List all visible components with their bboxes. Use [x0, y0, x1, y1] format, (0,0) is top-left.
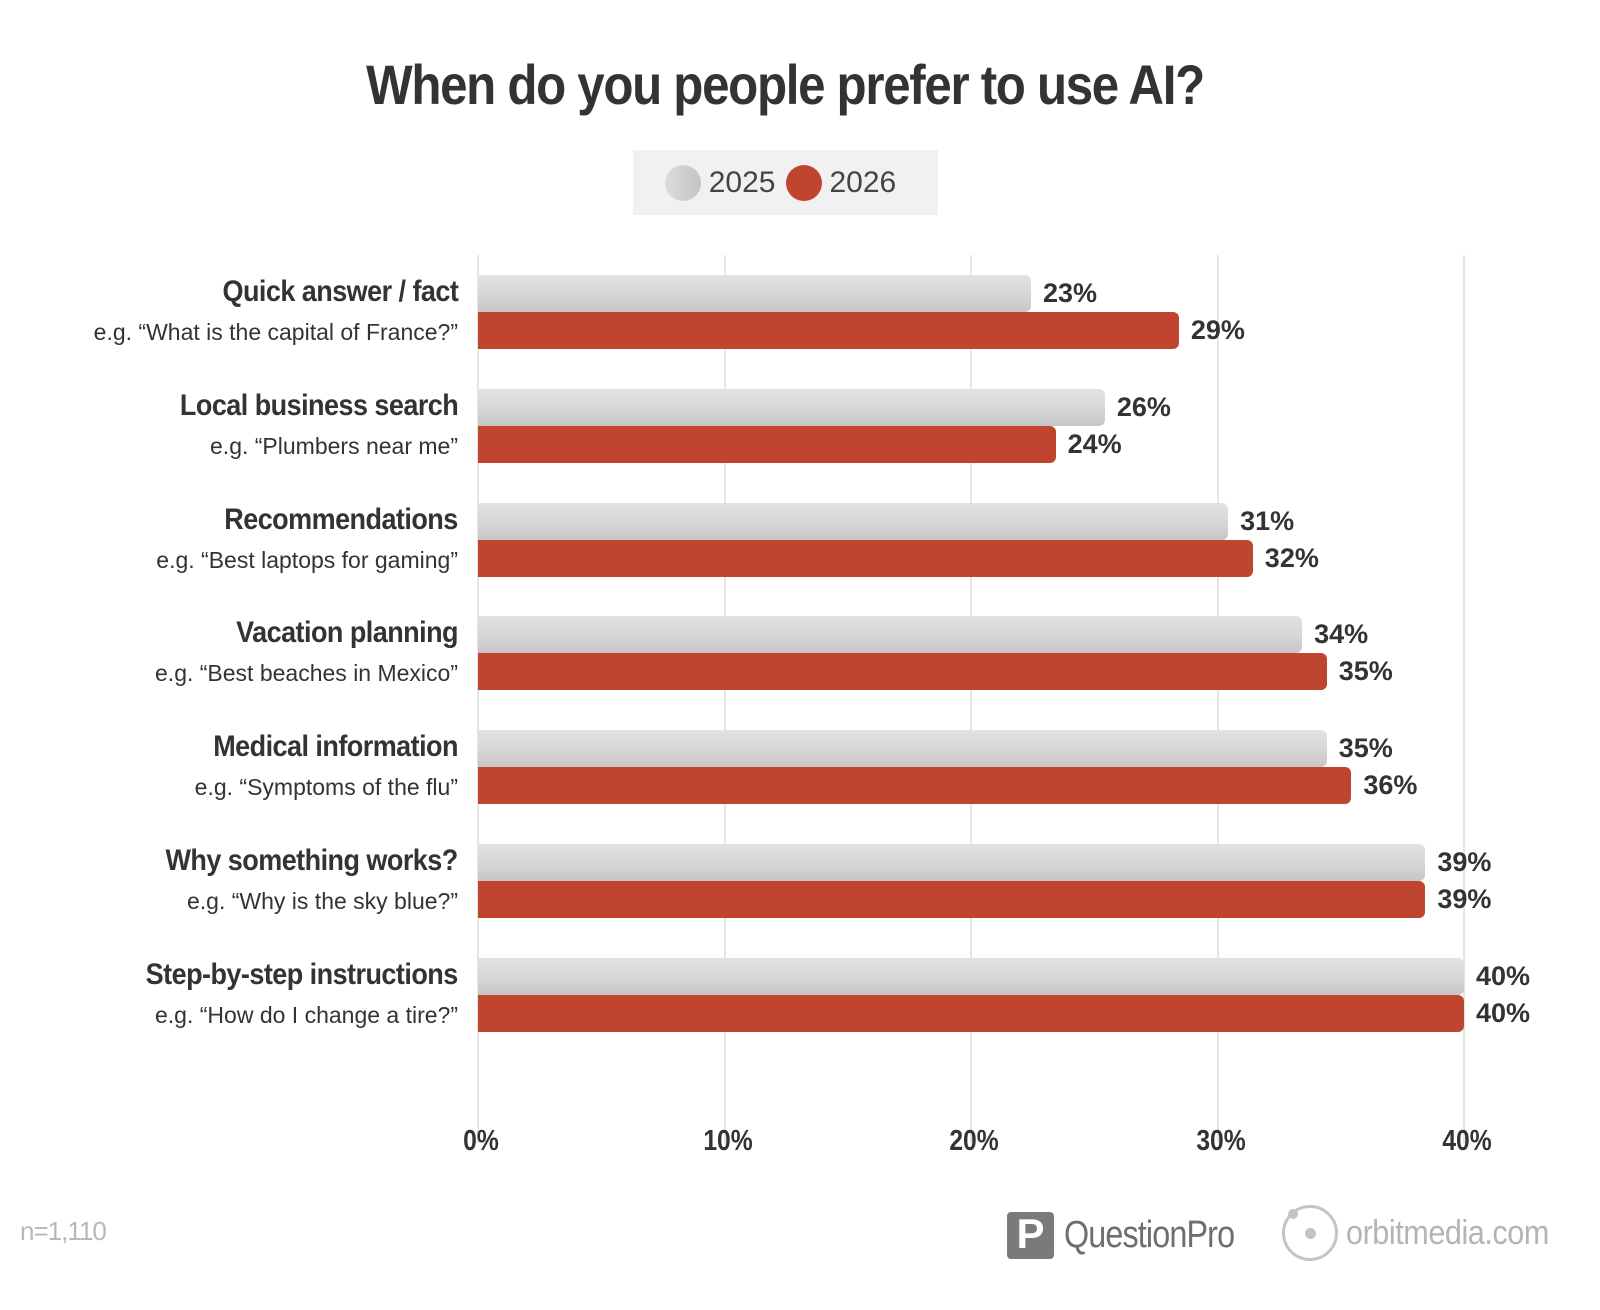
bar-2026[interactable] — [478, 881, 1426, 918]
x-tick-label: 10% — [702, 1125, 753, 1157]
bar-value-label-2025: 40% — [1476, 960, 1531, 991]
bar-value-label-2026: 24% — [1067, 428, 1122, 459]
orbit-icon — [1282, 1205, 1338, 1261]
category-title: Quick answer / fact — [222, 275, 458, 308]
bar-value-label-2026: 39% — [1437, 884, 1492, 914]
category-label: Medical information e.g. “Symptoms of the… — [186, 730, 459, 801]
bar-value-label-2026: 35% — [1338, 656, 1393, 687]
x-tick-label: 30% — [1195, 1125, 1246, 1157]
questionpro-wordmark: QuestionPro — [1064, 1214, 1235, 1256]
legend-item-2025[interactable]: 2025 — [664, 164, 776, 201]
sample-size-footnote: n=1,110 — [20, 1216, 107, 1246]
category-label: Local business search e.g. “Plumbers near… — [149, 388, 459, 460]
category-title: Local business search — [179, 388, 459, 422]
bar-value-label-2025: 31% — [1240, 505, 1295, 536]
category-title: Medical information — [213, 730, 458, 764]
legend-label-2026: 2026 — [829, 165, 897, 199]
bar-2026[interactable] — [478, 653, 1327, 691]
category-example: e.g. “Best beaches in Mexico” — [155, 660, 458, 687]
x-tick-label: 40% — [1442, 1125, 1492, 1157]
gridline — [1463, 255, 1465, 1143]
bar-value-label-2025: 39% — [1437, 847, 1492, 877]
bar-2026[interactable] — [478, 539, 1253, 577]
x-tick-label: 20% — [949, 1125, 999, 1157]
orbitmedia-logo: orbitmedia.com — [1282, 1205, 1571, 1261]
bar-value-label-2026: 29% — [1190, 315, 1245, 345]
bar-value-label-2026: 32% — [1264, 542, 1319, 573]
bar-2025[interactable] — [478, 502, 1229, 540]
category-example: e.g. “Why is the sky blue?” — [187, 888, 458, 914]
bar-2025[interactable] — [478, 844, 1426, 881]
questionpro-logo: P QuestionPro — [1007, 1210, 1264, 1259]
gridline — [723, 255, 726, 1143]
legend-swatch-2026-icon — [785, 164, 822, 201]
category-label: Why something works? e.g. “Why is the sky… — [133, 844, 459, 915]
legend-item-2026[interactable]: 2026 — [785, 164, 897, 201]
bar-2026[interactable] — [478, 312, 1179, 349]
bar-value-label-2025: 35% — [1338, 733, 1393, 764]
bar-2026[interactable] — [478, 425, 1056, 463]
category-label: Step-by-step instructions e.g. “How do I … — [111, 957, 459, 1029]
legend-label-2025: 2025 — [708, 165, 776, 199]
category-label: Recommendations e.g. “Best laptops for ga… — [156, 503, 458, 574]
category-example: e.g. “Plumbers near me” — [210, 432, 458, 459]
category-title: Vacation planning — [236, 616, 458, 650]
bar-value-label-2025: 26% — [1116, 391, 1171, 422]
category-example: e.g. “Best laptops for gaming” — [156, 546, 458, 573]
category-example: e.g. “What is the capital of France?” — [93, 319, 458, 345]
bar-value-label-2026: 40% — [1476, 997, 1531, 1028]
category-title: Why something works? — [165, 844, 459, 877]
legend: 2025 2026 — [633, 150, 938, 215]
plot-area: 23% 29% 26% 24% 31% 32% 34% 35% 35% 36% 39% 39% 40% 4… — [477, 255, 1530, 1143]
orbitmedia-wordmark: orbitmedia.com — [1346, 1213, 1549, 1252]
bar-2025[interactable] — [478, 616, 1303, 654]
gridline — [970, 255, 972, 1143]
x-tick-label: 0% — [463, 1125, 499, 1157]
bar-value-label-2025: 23% — [1042, 278, 1097, 308]
bar-value-label-2025: 34% — [1314, 619, 1369, 650]
bar-2025[interactable] — [478, 275, 1031, 312]
bar-2026[interactable] — [478, 994, 1464, 1032]
category-example: e.g. “Symptoms of the flu” — [194, 774, 458, 801]
bar-2026[interactable] — [478, 767, 1352, 805]
category-title: Recommendations — [224, 502, 459, 536]
category-example: e.g. “How do I change a tire?” — [155, 1001, 458, 1028]
category-label: Quick answer / fact e.g. “What is the cap… — [93, 275, 459, 346]
questionpro-icon: P — [1007, 1210, 1054, 1259]
gridline — [1216, 255, 1219, 1143]
bar-2025[interactable] — [478, 730, 1327, 768]
chart-title: When do you people prefer to use AI? — [366, 53, 1205, 116]
category-title: Step-by-step instructions — [145, 957, 459, 991]
bar-2025[interactable] — [478, 957, 1464, 995]
legend-swatch-2025-icon — [664, 164, 701, 201]
gridline — [477, 255, 479, 1143]
bar-value-label-2026: 36% — [1363, 770, 1418, 801]
category-label: Vacation planning e.g. “Best beaches in M… — [155, 616, 459, 687]
bar-2025[interactable] — [478, 388, 1105, 426]
